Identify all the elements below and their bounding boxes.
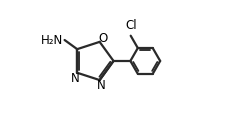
Text: Cl: Cl	[125, 20, 137, 32]
Text: O: O	[98, 32, 108, 45]
Text: N: N	[71, 72, 80, 85]
Text: H₂N: H₂N	[41, 34, 63, 47]
Text: N: N	[97, 79, 106, 92]
